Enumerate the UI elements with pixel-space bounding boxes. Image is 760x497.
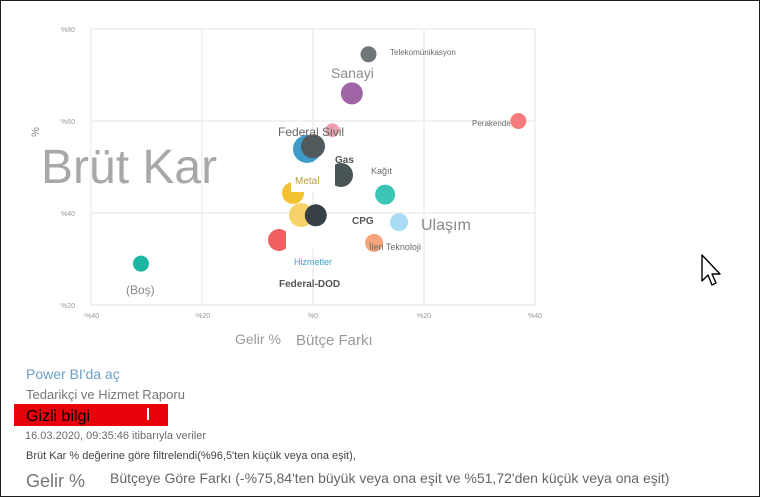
point-label-sanayi: Sanayi	[331, 65, 374, 81]
scatter-point	[510, 113, 527, 129]
x-tick-label: %40	[528, 313, 542, 320]
scatter-point	[365, 233, 384, 252]
point-label-telekom: Telekomünikasyon	[390, 48, 456, 57]
brut-kar-title: Brüt Kar	[41, 141, 218, 194]
filter-butce-farki: Bütçeye Göre Farkı (-%75,84'ten büyük ve…	[110, 470, 670, 486]
chart-points	[132, 46, 527, 272]
point-label-metal: Metal	[295, 176, 320, 187]
open-in-powerbi-link[interactable]: Power BI'da aç	[26, 366, 120, 382]
label-mask-2	[286, 227, 332, 249]
sensitivity-label: Gizli bilgi	[26, 408, 91, 425]
y-tick-label: %20	[61, 303, 75, 310]
scatter-point	[375, 184, 396, 205]
chart-ticks: -%40 -%20 %0 %20 %40 %80 %60 %40 %20	[61, 27, 542, 320]
sensitivity-mark	[147, 408, 149, 420]
x-tick-label: -%40	[83, 313, 99, 320]
point-label-perakende: Perakende	[472, 119, 511, 128]
point-label-federal-dod: Federal-DOD	[279, 279, 341, 290]
report-name: Tedarikçi ve Hizmet Raporu	[26, 387, 185, 402]
cluster-mark-dark	[329, 163, 353, 187]
x-tick-label: %0	[308, 313, 318, 320]
scatter-point	[304, 204, 327, 227]
x-tick-label: -%20	[194, 313, 210, 320]
scatter-point	[340, 82, 363, 105]
y-tick-label: %40	[61, 211, 75, 218]
scatter-point	[132, 255, 149, 272]
cluster-mark-red	[268, 229, 290, 251]
scatter-chart: -%40 -%20 %0 %20 %40 %80 %60 %40 %20	[61, 27, 542, 320]
point-label-ulasim: Ulaşım	[421, 217, 471, 234]
data-as-of-timestamp: 16.03.2020, 09:35:46 itibarıyla veriler	[25, 430, 207, 442]
sensitivity-banner	[14, 404, 168, 426]
mouse-pointer-icon	[701, 254, 721, 286]
point-label-hizmetler: Hizmetler	[294, 257, 333, 267]
y-tick-label: %80	[61, 27, 75, 34]
y-axis-title: %	[29, 127, 42, 137]
point-label-gas: Gas	[335, 155, 354, 166]
scatter-point	[325, 123, 340, 138]
point-label-kagit: Kağıt	[371, 166, 393, 176]
point-label-cpg: CPG	[352, 216, 374, 227]
x-tick-label: %20	[417, 313, 431, 320]
point-label-federal-sivil: Federal Sivil	[278, 125, 345, 139]
scatter-point	[360, 46, 377, 63]
scatter-point	[301, 134, 325, 159]
filter-gelir-label: Gelir %	[26, 471, 86, 491]
x-axis-title-gelir: Gelir %	[235, 331, 281, 347]
x-axis-title-butce: Bütçe Farkı	[296, 332, 373, 349]
y-tick-label: %60	[61, 119, 75, 126]
filter-brut-kar: Brüt Kar % değerine göre filtrelendi(%96…	[26, 450, 356, 462]
scatter-point	[390, 213, 409, 232]
point-label-bos: (Boş)	[126, 283, 155, 297]
point-label-ileri: İleri Teknoloji	[369, 242, 421, 252]
label-mask	[291, 164, 335, 192]
